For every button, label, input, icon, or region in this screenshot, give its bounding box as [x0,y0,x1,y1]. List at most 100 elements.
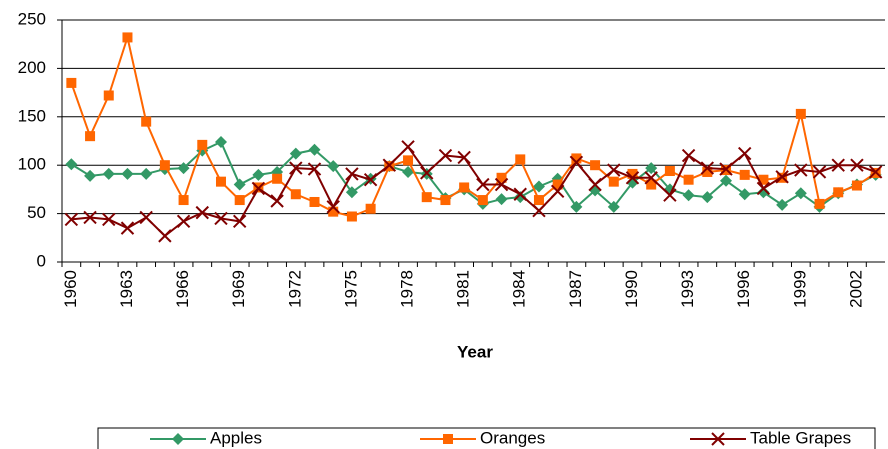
marker [122,32,133,43]
marker [627,168,638,179]
marker [178,195,189,206]
marker [494,177,509,192]
marker [438,148,453,163]
marker [290,189,301,200]
marker [569,155,584,170]
marker [326,200,340,214]
marker [532,180,545,193]
marker [289,147,302,160]
marker [607,163,621,177]
x-tick-label: 1999 [790,270,809,308]
x-tick-label: 1993 [678,270,697,308]
marker [403,155,414,166]
marker [327,160,340,173]
marker [66,77,77,88]
marker [831,158,845,172]
marker [289,161,303,175]
marker [663,188,677,202]
marker [477,195,488,206]
marker [683,174,694,185]
y-tick-label: 200 [18,58,46,77]
marker [495,193,508,206]
legend-marker [172,433,184,445]
marker [365,203,376,214]
marker [756,181,771,196]
x-tick-label: 1990 [622,270,641,308]
marker [775,170,789,184]
x-axis-title: Year [457,342,493,361]
marker [121,167,134,180]
marker [102,167,115,180]
marker [139,210,153,225]
marker [571,153,582,164]
marker [851,180,862,191]
marker [85,131,96,142]
marker [794,163,808,177]
marker [814,198,825,209]
marker [328,206,339,217]
marker [513,187,527,201]
marker [214,135,227,148]
marker [590,160,601,171]
marker [570,200,583,213]
y-tick-label: 150 [18,106,46,125]
marker [214,211,228,226]
marker [795,108,806,119]
legend-marker [711,432,725,446]
marker [550,184,565,199]
marker [625,171,640,185]
marker [588,177,602,192]
marker [440,195,451,206]
marker [83,210,97,225]
legend-label: Table Grapes [750,428,851,447]
legend-marker [443,434,453,444]
marker [345,167,359,181]
marker [868,165,883,179]
marker [252,168,265,181]
x-tick-label: 1966 [173,270,192,308]
x-tick-label: 1963 [117,270,136,308]
marker [233,178,246,191]
marker [682,189,695,202]
x-tick-label: 1972 [285,270,304,308]
marker [459,182,470,193]
marker [158,229,172,243]
x-tick-label: 1981 [454,270,473,308]
marker [850,158,864,172]
marker [739,169,750,180]
marker [401,140,415,154]
marker [102,212,116,227]
marker [532,203,546,218]
marker [533,195,544,206]
marker [159,160,170,171]
marker [140,167,153,180]
marker [177,162,190,175]
marker [64,212,79,227]
marker [197,139,208,150]
marker [309,196,320,207]
marker [645,162,658,175]
legend-symbol [711,432,725,446]
marker [515,154,526,165]
marker [701,191,714,204]
marker [776,198,789,211]
marker [346,211,357,222]
x-tick-label: 1975 [341,270,360,308]
marker [738,188,751,201]
x-tick-label: 1984 [510,270,529,308]
marker [141,116,152,127]
marker [646,179,657,190]
x-tick-label: 2002 [846,270,865,308]
marker [215,176,226,187]
legend-box [97,427,876,449]
marker [195,205,209,220]
marker [272,173,283,184]
y-tick-label: 0 [37,251,46,270]
marker [308,143,321,156]
marker [758,174,769,185]
y-tick-label: 50 [27,203,46,222]
marker [644,171,658,185]
marker [607,200,620,213]
x-tick-label: 1960 [61,270,80,308]
